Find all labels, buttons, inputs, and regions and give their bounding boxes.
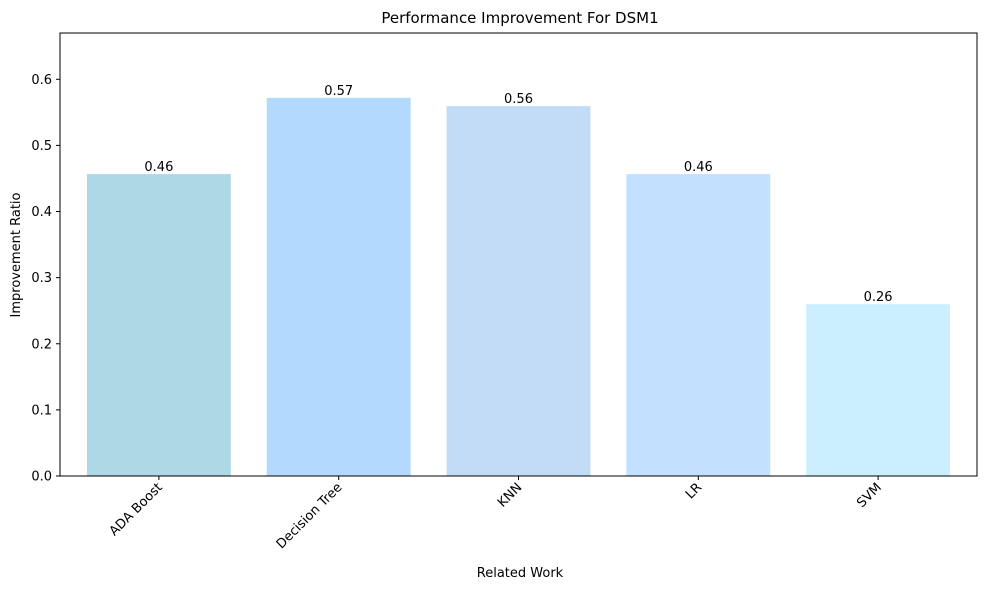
y-axis-title: Improvement Ratio bbox=[9, 192, 24, 317]
bars-group bbox=[86, 97, 951, 477]
bar bbox=[806, 304, 951, 476]
x-tick-label: Decision Tree bbox=[274, 480, 346, 552]
data-label: 0.56 bbox=[504, 92, 533, 107]
x-axis-title: Related Work bbox=[477, 566, 564, 581]
y-tick-label: 0.4 bbox=[31, 205, 52, 220]
bar bbox=[626, 174, 771, 476]
y-tick-label: 0.3 bbox=[31, 271, 52, 286]
chart-title: Performance Improvement For DSM1 bbox=[381, 9, 658, 27]
x-tick-label: SVM bbox=[854, 480, 885, 511]
data-label: 0.26 bbox=[864, 290, 893, 305]
y-tick-label: 0.1 bbox=[31, 403, 52, 418]
y-tick-label: 0.0 bbox=[31, 470, 52, 485]
bar bbox=[266, 97, 411, 477]
data-labels-group: 0.46 0.57 0.56 0.46 0.26 bbox=[144, 84, 892, 305]
x-tick-label: ADA Boost bbox=[107, 480, 166, 539]
plot-frame bbox=[59, 32, 978, 477]
data-label: 0.46 bbox=[684, 160, 713, 175]
y-tick-label: 0.5 bbox=[31, 139, 52, 154]
y-axis: 0.0 0.1 0.2 0.3 0.4 0.5 0.6 bbox=[31, 73, 60, 485]
y-tick-label: 0.6 bbox=[31, 73, 52, 88]
bar bbox=[86, 174, 231, 476]
x-tick-label: KNN bbox=[495, 480, 525, 510]
data-label: 0.57 bbox=[324, 84, 353, 99]
x-tick-label: LR bbox=[683, 480, 705, 502]
x-axis: ADA Boost Decision Tree KNN LR SVM bbox=[107, 476, 885, 552]
y-tick-label: 0.2 bbox=[31, 337, 52, 352]
bar bbox=[446, 106, 591, 477]
data-label: 0.46 bbox=[144, 160, 173, 175]
